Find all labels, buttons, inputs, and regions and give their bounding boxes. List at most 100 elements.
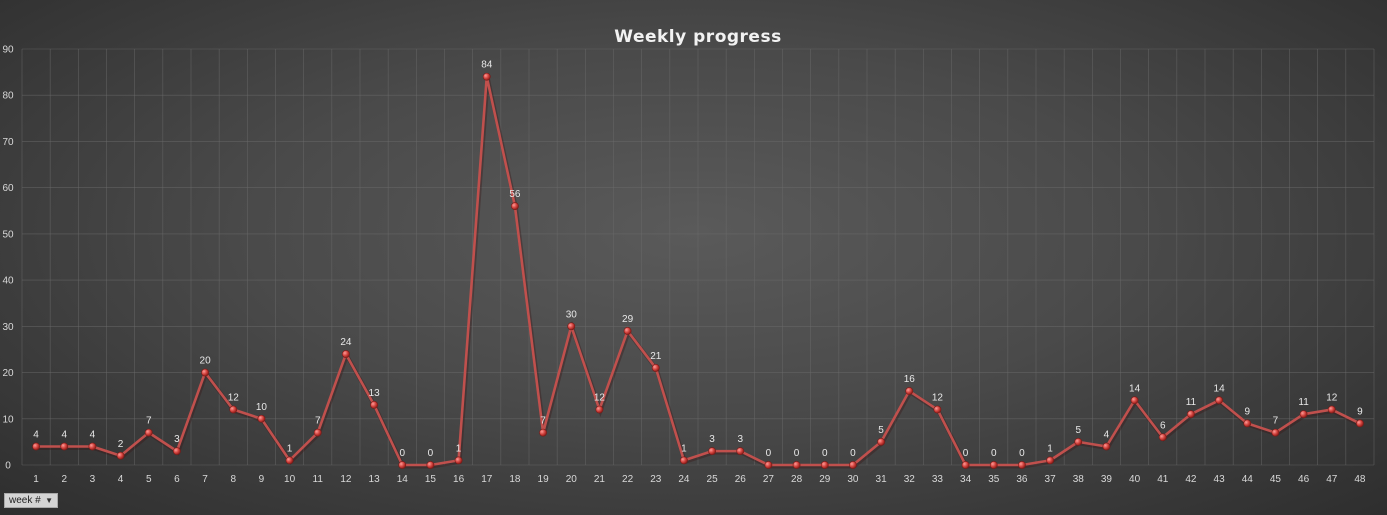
x-tick-label: 24 (678, 474, 690, 485)
x-tick-label: 22 (622, 474, 634, 485)
x-tick-label: 18 (509, 474, 521, 485)
data-point (736, 447, 745, 456)
x-tick-label: 16 (453, 474, 465, 485)
data-label: 84 (481, 60, 493, 71)
x-tick-label: 48 (1354, 474, 1366, 485)
x-tick-label: 47 (1326, 474, 1338, 485)
data-point (1243, 419, 1252, 428)
data-point (60, 442, 69, 451)
x-tick-label: 40 (1129, 474, 1141, 485)
data-label: 12 (594, 393, 606, 404)
data-point (708, 447, 716, 456)
data-point (173, 447, 181, 456)
data-point (961, 461, 970, 469)
x-tick-label: 20 (566, 474, 578, 485)
y-tick-label: 0 (5, 461, 11, 472)
y-tick-label: 50 (2, 229, 14, 240)
y-tick-label: 20 (2, 368, 14, 379)
x-tick-label: 34 (960, 474, 972, 485)
x-tick-label: 29 (819, 474, 831, 485)
x-tick-label: 31 (876, 474, 888, 485)
y-axis: 0 10 20 30 40 50 60 70 80 90 (2, 45, 14, 472)
x-tick-label: 26 (735, 474, 747, 485)
series-line (36, 75, 1361, 467)
data-label: 11 (1298, 397, 1309, 408)
x-tick-label: 44 (1242, 474, 1254, 485)
data-point (623, 327, 632, 335)
x-tick-label: 25 (707, 474, 719, 485)
data-point (651, 364, 660, 372)
x-tick-label: 7 (202, 474, 208, 485)
data-label: 16 (904, 374, 916, 385)
x-tick-label: 21 (594, 474, 606, 485)
data-label: 30 (566, 309, 578, 320)
x-tick-label: 23 (650, 474, 662, 485)
x-tick-label: 15 (425, 474, 437, 485)
data-label: 12 (932, 393, 944, 404)
data-label: 5 (878, 425, 884, 436)
data-label: 0 (1019, 448, 1025, 459)
week-filter-button[interactable]: week # ▼ (4, 493, 58, 508)
y-tick-label: 90 (2, 45, 14, 56)
data-point (764, 461, 773, 469)
y-tick-label: 70 (2, 137, 14, 148)
x-tick-label: 32 (904, 474, 916, 485)
x-tick-label: 5 (146, 474, 152, 485)
data-label: 13 (369, 388, 381, 399)
data-label: 56 (509, 189, 521, 200)
x-tick-label: 45 (1270, 474, 1282, 485)
data-point (88, 442, 97, 451)
data-point (1074, 437, 1083, 446)
data-label: 0 (766, 448, 772, 459)
data-label: 1 (681, 443, 687, 454)
x-tick-label: 46 (1298, 474, 1310, 485)
data-label: 7 (1273, 416, 1279, 427)
x-tick-label: 33 (932, 474, 944, 485)
x-tick-label: 30 (847, 474, 859, 485)
data-point (482, 72, 491, 81)
data-point (680, 456, 688, 465)
data-label: 3 (737, 434, 743, 445)
x-tick-label: 4 (118, 474, 124, 485)
data-point (511, 202, 519, 211)
data-point (313, 428, 322, 437)
x-tick-label: 8 (230, 474, 236, 485)
x-tick-label: 11 (313, 474, 324, 485)
data-point (398, 461, 407, 469)
x-tick-label: 43 (1214, 474, 1226, 485)
x-tick-label: 9 (259, 474, 265, 485)
data-point (539, 428, 547, 437)
data-label: 1 (287, 443, 293, 454)
data-point (1046, 456, 1054, 465)
x-tick-label: 28 (791, 474, 803, 485)
data-point (849, 461, 857, 469)
data-label: 0 (399, 448, 405, 459)
data-label: 1 (1047, 443, 1053, 454)
x-tick-label: 12 (340, 474, 352, 485)
data-point (229, 405, 238, 414)
x-tick-label: 37 (1045, 474, 1057, 485)
data-label: 2 (118, 439, 124, 450)
x-tick-label: 17 (481, 474, 493, 485)
x-tick-label: 38 (1073, 474, 1085, 485)
y-tick-label: 30 (2, 322, 14, 333)
data-label: 12 (228, 393, 240, 404)
x-tick-label: 19 (538, 474, 550, 485)
y-tick-label: 10 (2, 414, 14, 425)
x-tick-label: 10 (284, 474, 296, 485)
x-tick-label: 41 (1157, 474, 1169, 485)
data-point (144, 428, 153, 437)
data-label: 4 (61, 430, 67, 441)
data-label: 1 (456, 443, 462, 454)
y-tick-label: 60 (2, 183, 14, 194)
data-point (201, 368, 209, 377)
data-point (1356, 419, 1364, 428)
gridlines (21, 48, 1375, 466)
data-label: 14 (1214, 383, 1226, 394)
data-label: 0 (963, 448, 969, 459)
data-point (1271, 428, 1280, 437)
data-point (877, 437, 885, 446)
data-label: 3 (174, 434, 180, 445)
x-tick-label: 3 (90, 474, 96, 485)
